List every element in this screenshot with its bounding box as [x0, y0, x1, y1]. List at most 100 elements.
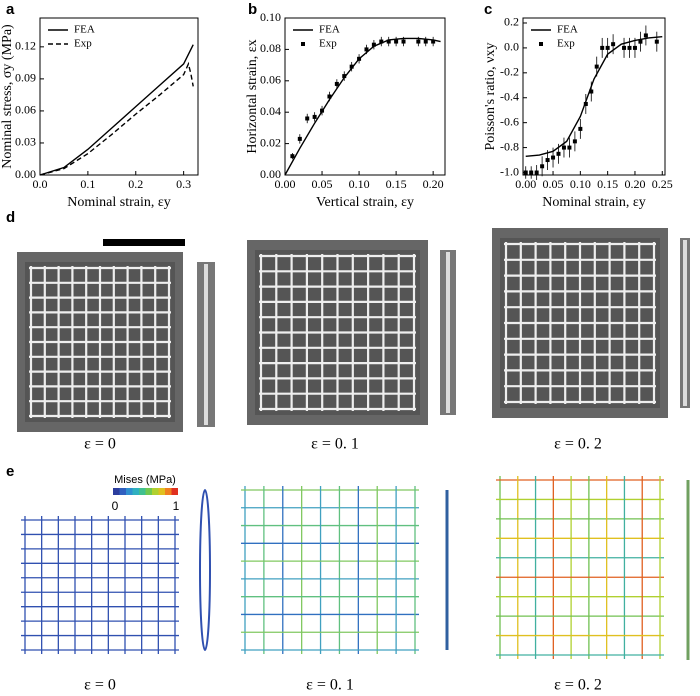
x-tick-label: 0.20: [624, 177, 645, 191]
data-point: [534, 170, 539, 175]
x-tick-label: 0.00: [275, 177, 296, 191]
y-tick-label: 0.06: [260, 73, 281, 87]
y-tick-label: -1.0: [500, 164, 519, 178]
y-tick-label: -0.6: [500, 114, 519, 128]
y-tick-label: 0.0: [504, 40, 519, 54]
x-axis-label: Nominal strain, εy: [67, 195, 170, 210]
x-axis-label: Nominal strain, εy: [542, 195, 645, 210]
colorbar-cell: [119, 488, 126, 495]
y-tick-label: 0.00: [15, 167, 36, 181]
panel-label: c: [484, 1, 492, 18]
colorbar-cell: [132, 488, 139, 495]
colorbar-max: 1: [173, 499, 180, 513]
y-tick-label: 0.04: [260, 104, 281, 118]
legend-label: FEA: [557, 24, 578, 36]
colorbar-cell: [171, 488, 178, 495]
data-point: [551, 155, 556, 160]
colorbar-cell: [145, 488, 152, 495]
x-tick-label: 0.10: [570, 177, 591, 191]
data-point: [638, 39, 643, 44]
legend-marker: [539, 42, 543, 46]
y-tick-label: 0.02: [260, 135, 281, 149]
data-point: [290, 154, 295, 159]
scale-bar: [103, 239, 185, 246]
data-line: [284, 37, 441, 176]
y-tick-label: 0.09: [15, 71, 36, 85]
data-line: [39, 44, 194, 176]
data-point: [394, 39, 399, 44]
data-point: [371, 42, 376, 47]
plot-frame: [39, 17, 199, 176]
data-point: [416, 39, 421, 44]
data-point: [622, 45, 627, 50]
colorbar-cell: [139, 488, 146, 495]
data-line: [39, 61, 194, 176]
caption: ε = 0. 1: [306, 677, 354, 694]
colorbar-cell: [152, 488, 159, 495]
data-point: [540, 164, 545, 169]
y-axis-label: Horizontal strain, εx: [245, 39, 260, 153]
legend-label: Exp: [74, 38, 92, 50]
y-tick-label: 0.03: [15, 135, 36, 149]
data-point: [297, 136, 302, 141]
data-point: [423, 39, 428, 44]
data-point: [349, 64, 354, 69]
data-point: [364, 47, 369, 52]
colorbar-cell: [165, 488, 172, 495]
x-tick-label: 0.05: [312, 177, 333, 191]
colorbar-title: Mises (MPa): [114, 474, 176, 486]
legend-label: FEA: [74, 24, 95, 36]
y-tick-label: -0.4: [500, 89, 519, 103]
data-point: [529, 170, 534, 175]
data-point: [556, 151, 561, 156]
x-tick-label: 0.10: [349, 177, 370, 191]
colorbar-cell: [126, 488, 133, 495]
caption: ε = 0: [84, 436, 116, 453]
data-point: [431, 39, 436, 44]
data-point: [589, 89, 594, 94]
data-point: [334, 81, 339, 86]
panel-label: a: [6, 1, 15, 18]
colorbar-cell: [158, 488, 165, 495]
data-point: [545, 158, 550, 163]
x-axis-label: Vertical strain, εy: [316, 195, 414, 210]
data-point: [386, 39, 391, 44]
data-point: [312, 114, 317, 119]
x-tick-label: 0.20: [423, 177, 444, 191]
data-point: [320, 108, 325, 113]
y-axis-label: Nominal stress, σy (MPa): [0, 24, 15, 169]
y-tick-label: 0.12: [15, 39, 36, 53]
x-tick-label: 0.15: [386, 177, 407, 191]
y-tick-label: 0.2: [504, 15, 519, 29]
y-tick-label: 0.06: [15, 103, 36, 117]
plot-frame: [522, 17, 666, 176]
x-tick-label: 0.05: [543, 177, 564, 191]
data-point: [632, 45, 637, 50]
legend-label: Exp: [557, 38, 575, 50]
caption: ε = 0. 2: [554, 677, 602, 694]
caption: ε = 0. 1: [311, 436, 359, 453]
data-point: [611, 42, 616, 47]
legend-marker: [301, 42, 305, 46]
data-point: [654, 39, 659, 44]
data-point: [583, 101, 588, 106]
data-point: [342, 74, 347, 79]
fe-side: [199, 489, 211, 651]
y-tick-label: -0.8: [500, 139, 519, 153]
data-point: [401, 39, 406, 44]
data-point: [627, 45, 632, 50]
x-tick-label: 0.3: [176, 177, 191, 191]
data-point: [605, 45, 610, 50]
data-point: [379, 39, 384, 44]
data-point: [572, 139, 577, 144]
panel-label: e: [6, 463, 14, 480]
data-point: [567, 145, 572, 150]
legend-label: Exp: [319, 38, 337, 50]
legend-label: FEA: [319, 24, 340, 36]
colorbar-min: 0: [112, 499, 119, 513]
x-tick-label: 0.1: [80, 177, 95, 191]
data-point: [305, 116, 310, 121]
y-axis-label: Poisson's ratio, νxy: [483, 42, 498, 150]
y-tick-label: -0.2: [500, 65, 519, 79]
